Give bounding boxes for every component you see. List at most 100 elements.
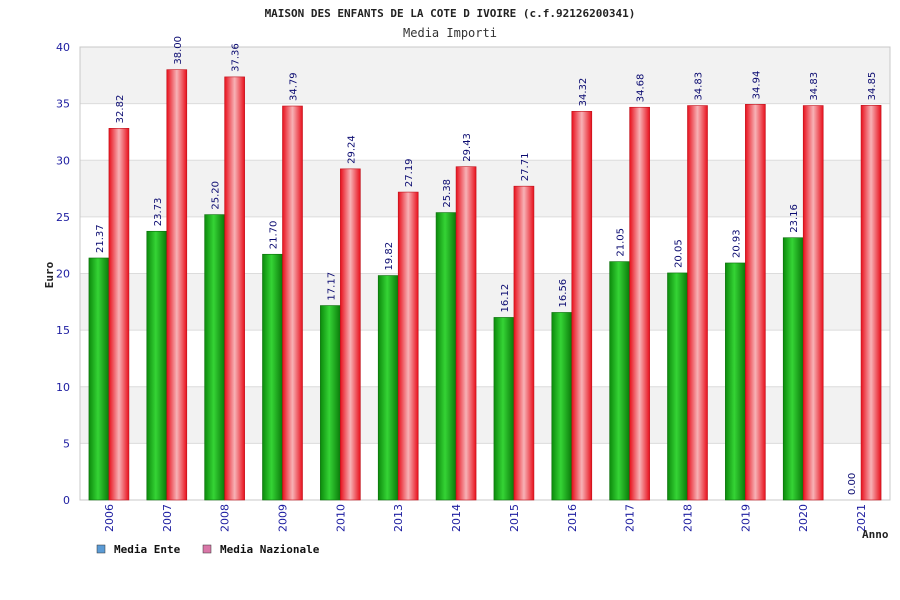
data-label: 34.79 <box>289 72 300 101</box>
bar-media-nazionale-2017 <box>629 106 650 501</box>
grid-band <box>80 216 890 274</box>
bar-media-ente-2009 <box>262 253 283 501</box>
x-tick-label: 2017 <box>624 504 637 532</box>
bar-media-nazionale-2007 <box>166 69 188 501</box>
x-tick-label: 2021 <box>855 504 868 532</box>
data-label: 25.38 <box>442 179 453 208</box>
y-tick-label: 35 <box>56 98 70 111</box>
data-label: 34.32 <box>578 78 589 107</box>
data-label: 37.36 <box>231 43 242 72</box>
data-label: 32.82 <box>115 95 126 124</box>
legend-swatch-media-nazionale <box>202 544 212 554</box>
bar-media-ente-2008 <box>204 214 225 501</box>
y-tick-label: 40 <box>56 41 70 54</box>
y-tick-label: 30 <box>56 154 70 167</box>
data-label: 34.83 <box>809 72 820 101</box>
data-label: 27.19 <box>404 158 415 187</box>
x-tick-label: 2006 <box>103 504 116 532</box>
legend-swatch-media-ente <box>96 544 106 554</box>
bar-media-nazionale-2020 <box>802 105 824 501</box>
y-tick-label: 10 <box>56 381 70 394</box>
y-tick-label: 0 <box>63 494 70 507</box>
grid-band <box>80 103 890 161</box>
plot-border <box>79 46 891 501</box>
legend-label-media-nazionale: Media Nazionale <box>220 543 320 556</box>
data-label: 21.37 <box>95 224 106 253</box>
x-tick-label: 2007 <box>161 504 174 532</box>
bar-media-ente-2007 <box>146 230 168 501</box>
data-label: 19.82 <box>384 242 395 271</box>
bar-media-nazionale-2010 <box>340 168 361 501</box>
data-label: 23.73 <box>153 198 164 227</box>
bar-series: 21.37 32.82 23.73 38.00 25.20 37.36 21.70 34.79… <box>88 36 882 501</box>
data-label: 0.00 <box>847 473 858 495</box>
grid-band <box>80 330 890 387</box>
bar-media-ente-2010 <box>320 305 341 501</box>
bar-media-ente-2018 <box>667 272 688 501</box>
data-label: 34.68 <box>636 74 647 103</box>
grid-band <box>80 160 890 217</box>
bar-media-nazionale-2015 <box>513 185 535 501</box>
data-label: 20.05 <box>674 239 685 268</box>
bar-media-ente-2019 <box>725 262 746 501</box>
bar-media-nazionale-2014 <box>455 166 477 501</box>
data-label: 29.24 <box>346 135 357 164</box>
bar-media-nazionale-2016 <box>571 111 593 501</box>
y-axis-ticks: 0 5 10 15 20 25 30 35 40 <box>56 41 70 507</box>
data-label: 34.83 <box>694 72 705 101</box>
y-tick-label: 20 <box>56 268 70 281</box>
data-label: 21.70 <box>269 221 280 250</box>
legend: Media Ente Media Nazionale <box>96 543 320 556</box>
y-axis-label: Euro <box>43 261 56 288</box>
y-tick-label: 15 <box>56 324 70 337</box>
bar-media-ente-2015 <box>493 317 515 501</box>
data-label: 27.71 <box>520 153 531 182</box>
bar-media-nazionale-2019 <box>745 104 766 501</box>
data-label: 25.20 <box>211 181 222 210</box>
data-label: 34.94 <box>751 71 762 100</box>
chart-title: MAISON DES ENFANTS DE LA COTE D IVOIRE (… <box>265 7 636 20</box>
bar-media-nazionale-2009 <box>282 105 303 501</box>
bar-media-ente-2013 <box>377 275 399 501</box>
grid-band <box>80 386 890 444</box>
x-tick-label: 2015 <box>508 504 521 532</box>
bar-media-nazionale-2018 <box>687 105 708 501</box>
chart-subtitle: Media Importi <box>403 26 497 40</box>
bar-media-ente-2006 <box>88 257 110 501</box>
x-tick-label: 2009 <box>277 504 290 532</box>
data-label: 20.93 <box>731 229 742 258</box>
x-tick-label: 2016 <box>566 504 579 532</box>
bar-media-ente-2020 <box>782 237 804 501</box>
x-axis-ticks: 2006 2007 2008 2009 2010 2013 2014 2015 2016 2017… <box>103 504 868 532</box>
x-tick-label: 2018 <box>682 504 695 532</box>
x-axis-label: Anno <box>862 528 889 541</box>
legend-label-media-ente: Media Ente <box>114 543 181 556</box>
data-label: 21.05 <box>616 228 627 257</box>
y-tick-label: 25 <box>56 211 70 224</box>
data-label: 16.12 <box>500 284 511 313</box>
x-tick-label: 2020 <box>797 504 810 532</box>
data-label: 16.56 <box>558 279 569 308</box>
y-tick-label: 5 <box>63 437 70 450</box>
x-tick-label: 2013 <box>392 504 405 532</box>
bar-media-ente-2014 <box>435 212 457 501</box>
grid-band <box>80 47 890 104</box>
data-label: 23.16 <box>789 204 800 233</box>
bar-media-nazionale-2013 <box>397 191 419 501</box>
bar-media-nazionale-2008 <box>224 76 245 501</box>
bar-media-ente-2017 <box>609 261 630 501</box>
x-tick-label: 2014 <box>450 504 463 532</box>
x-tick-label: 2010 <box>334 504 347 532</box>
data-label: 38.00 <box>173 36 184 65</box>
data-label: 34.85 <box>867 72 878 101</box>
bar-media-nazionale-2021 <box>860 105 882 501</box>
x-tick-label: 2008 <box>219 504 232 532</box>
grid-band <box>80 273 890 331</box>
bar-media-nazionale-2006 <box>108 128 130 501</box>
bar-media-ente-2016 <box>551 312 573 501</box>
x-tick-label: 2019 <box>739 504 752 532</box>
data-label: 29.43 <box>462 133 473 162</box>
data-label: 17.17 <box>326 272 337 301</box>
grid-band <box>80 443 890 500</box>
